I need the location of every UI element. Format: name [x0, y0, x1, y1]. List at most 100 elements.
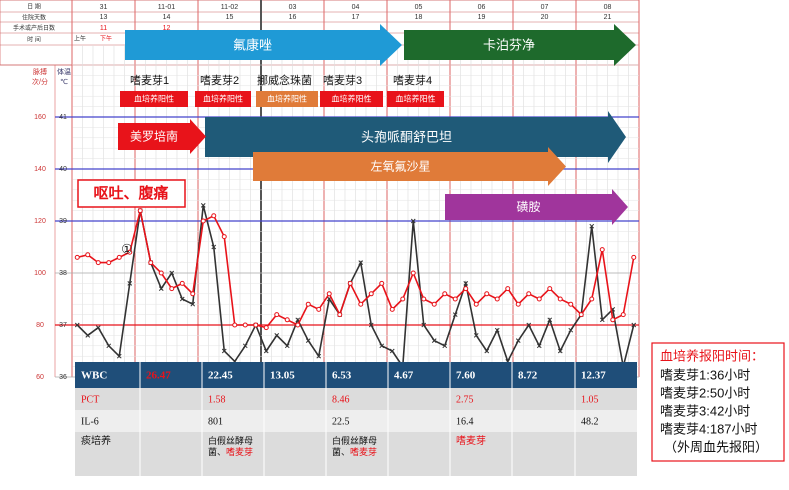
- temperature-point: [463, 286, 469, 292]
- table-cell: 12.37: [581, 370, 606, 382]
- header-label: 日 期: [27, 3, 41, 11]
- culture-box: [387, 91, 444, 107]
- pulse-line: [76, 205, 635, 369]
- culture-label: 挪威念珠菌: [257, 73, 312, 87]
- table-cell: WBC: [81, 370, 107, 382]
- temp-tick: 36: [59, 374, 67, 381]
- op-day: 11: [100, 25, 107, 32]
- temperature-point: [190, 291, 196, 297]
- temp-tick: 39: [59, 218, 67, 225]
- date: 05: [415, 4, 423, 11]
- hosp-day: 20: [541, 14, 549, 21]
- drug-name: 左氧氟沙星: [370, 159, 430, 174]
- date: 31: [100, 4, 108, 11]
- side-line: 嗜麦芽1:36小时: [660, 367, 750, 382]
- pulse-point: [599, 317, 605, 323]
- hosp-day: 17: [352, 14, 360, 21]
- side-line: （外周血先报阳）: [664, 439, 768, 454]
- pulse-tick: 160: [34, 114, 46, 121]
- hosp-day: 15: [226, 14, 234, 21]
- table-cell: 嗜麦芽: [456, 434, 486, 447]
- culture-label: 嗜麦芽3: [323, 73, 362, 87]
- pulse-point: [442, 343, 448, 349]
- temperature-point: [515, 301, 521, 307]
- header-label: 住院天数: [22, 14, 46, 22]
- pulse-point: [85, 333, 91, 338]
- pulse-point: [557, 348, 563, 354]
- pulse-point: [158, 286, 164, 291]
- side-line: 嗜麦芽3:42小时: [660, 403, 750, 418]
- table-row: [75, 362, 637, 388]
- temperature-point: [505, 286, 511, 292]
- temperature-point: [232, 322, 238, 328]
- cell-part: 白假丝酵母: [332, 435, 377, 446]
- temperature-point: [347, 280, 353, 286]
- cell-part: 菌、: [332, 446, 350, 457]
- temperature-point: [526, 291, 532, 297]
- table-cell: 4.67: [394, 370, 414, 382]
- date: 04: [352, 4, 360, 11]
- table-cell: 1.05: [581, 394, 599, 405]
- temperature-point: [305, 301, 311, 307]
- side-title: 血培养报阳时间：: [660, 348, 764, 363]
- temperature-point: [106, 260, 112, 266]
- pulse-point: [211, 244, 217, 250]
- temp-tick: 41: [59, 114, 67, 121]
- hosp-day: 21: [604, 14, 612, 21]
- temperature-point: [484, 291, 490, 297]
- temperature-point: [578, 312, 584, 318]
- pulse-point: [547, 317, 553, 323]
- table-cell: 22.45: [208, 370, 233, 382]
- temperature-point: [253, 322, 259, 328]
- pulse-tick: 60: [36, 374, 44, 381]
- pulse-point: [284, 343, 290, 349]
- pulse-point: [536, 343, 542, 349]
- temperature-point: [284, 317, 290, 323]
- table-cell: 1.58: [208, 394, 226, 405]
- temperature-point: [557, 296, 563, 302]
- pulse-point: [463, 281, 469, 286]
- drug-name: 卡泊芬净: [483, 37, 535, 52]
- temperature-point: [127, 249, 133, 255]
- temperature-point: [589, 296, 595, 302]
- symptom: 呕吐、腹痛: [93, 184, 168, 202]
- temp-axis-label: ℃: [60, 79, 68, 86]
- cell-part: 菌、: [208, 446, 226, 457]
- table-cell: 6.53: [332, 370, 352, 382]
- pulse-point: [473, 333, 479, 338]
- date: 11-02: [221, 4, 238, 11]
- date: 08: [604, 4, 612, 11]
- temp-tick: 37: [59, 322, 67, 329]
- cell-part: 嗜麦芽: [350, 446, 377, 457]
- drug-name: 磺胺: [516, 200, 540, 214]
- temperature-point: [200, 218, 206, 224]
- temperature-point: [379, 280, 385, 286]
- temperature-point: [368, 291, 374, 297]
- pulse-point: [568, 327, 574, 333]
- date: 07: [541, 4, 549, 11]
- pulse-point: [631, 322, 637, 328]
- culture-result: 血培养阳性: [203, 94, 243, 104]
- pulse-point: [106, 343, 112, 349]
- temperature-point: [221, 234, 227, 240]
- table-cell: 801: [208, 416, 223, 427]
- temperature-point: [442, 291, 448, 297]
- temperature-point: [116, 254, 122, 260]
- table-cell: IL-6: [81, 416, 99, 427]
- pulse-tick: 140: [34, 166, 46, 173]
- time-label: 下午: [100, 35, 112, 43]
- table-cell: 8.72: [518, 370, 538, 382]
- temperature-point: [148, 260, 154, 266]
- pulse-point: [368, 322, 374, 328]
- temp-tick: 38: [59, 270, 67, 277]
- hosp-day: 16: [289, 14, 297, 21]
- hosp-day: 18: [415, 14, 423, 21]
- drug-name: 美罗培南: [130, 129, 178, 144]
- pulse-tick: 120: [34, 218, 46, 225]
- hosp-day: 19: [478, 14, 486, 21]
- cell-part: 白假丝酵母: [208, 435, 253, 446]
- table-row: [75, 410, 637, 432]
- pulse-point: [389, 348, 395, 354]
- culture-label: 嗜麦芽2: [200, 73, 239, 87]
